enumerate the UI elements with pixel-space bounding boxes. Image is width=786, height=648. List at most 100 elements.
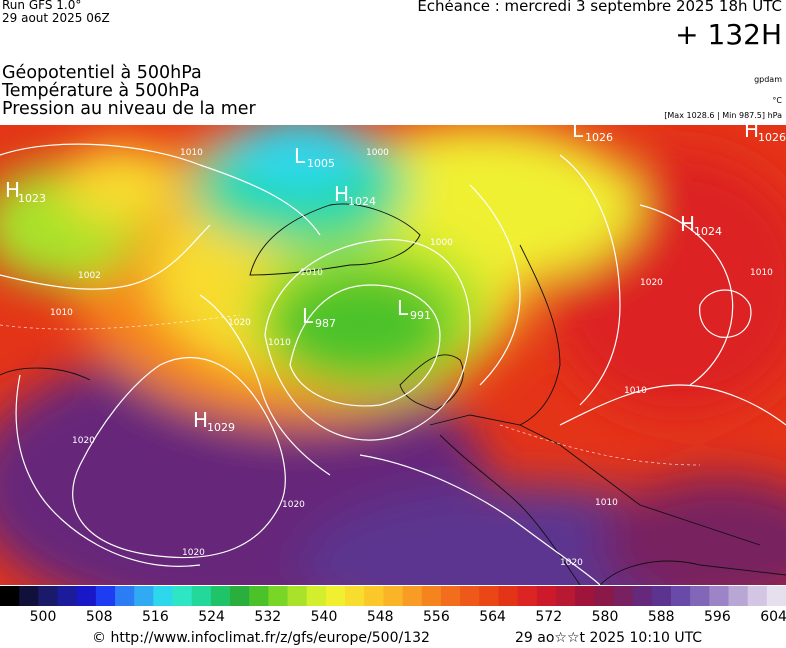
isobar-label: 1010	[50, 308, 73, 318]
isobar-label: 1002	[78, 271, 101, 281]
color-scale-tick-label: 556	[423, 609, 450, 625]
color-swatch	[210, 586, 231, 606]
color-swatch	[421, 586, 442, 606]
color-swatch	[632, 586, 653, 606]
color-swatch	[498, 586, 519, 606]
unit-temperature: °C	[772, 96, 782, 105]
isobar-label: 1020	[228, 318, 251, 328]
color-swatch	[249, 586, 269, 606]
color-swatch	[747, 586, 768, 606]
color-swatch	[95, 586, 116, 606]
color-scale-tick-label: 564	[479, 609, 506, 625]
copyright-footer: © http://www.infoclimat.fr/z/gfs/europe/…	[92, 630, 430, 646]
color-scale-tick-label: 540	[310, 609, 338, 625]
run-date-label: 29 aout 2025 06Z	[2, 11, 110, 25]
color-swatch	[345, 586, 365, 606]
color-swatch	[191, 586, 212, 606]
pressure-center-letter: H	[193, 408, 208, 432]
isobar-label: 1000	[430, 238, 453, 248]
color-swatch	[690, 586, 710, 606]
pressure-center-3: L 1026	[572, 125, 613, 144]
pressure-center-value: 987	[315, 317, 336, 330]
pressure-center-letter: L	[572, 125, 584, 142]
color-swatch	[766, 586, 786, 606]
color-swatch	[38, 586, 59, 606]
isobar-label: 1020	[182, 548, 205, 558]
pressure-center-letter: L	[302, 304, 314, 328]
generation-timestamp: 29 ao☆☆t 2025 10:10 UTC	[515, 630, 703, 646]
color-swatch	[230, 586, 250, 606]
isobar-label: 1020	[282, 500, 305, 510]
isobar-label: 1020	[640, 278, 663, 288]
pressure-center-letter: H	[334, 182, 349, 206]
isobar-label: 1020	[72, 436, 95, 446]
color-scale-tick-label: 580	[591, 609, 619, 625]
color-swatch	[613, 586, 634, 606]
isobar-label: 1010	[180, 148, 203, 158]
pressure-center-value: 1024	[348, 195, 376, 208]
pressure-center-letter: L	[294, 144, 306, 168]
pressure-center-2: H 1024	[334, 182, 376, 208]
color-scale-tick-label: 596	[704, 609, 731, 625]
color-swatch	[670, 586, 691, 606]
color-swatch	[383, 586, 404, 606]
pressure-center-value: 1026	[585, 131, 613, 144]
forecast-valid-time: Echéance : mercredi 3 septembre 2025 18h…	[417, 0, 782, 15]
weather-map: L 1005 H 1024 L 1026 H 1026 H 1023 H 102…	[0, 125, 786, 585]
color-scale-tick-label: 532	[254, 609, 282, 625]
color-swatch	[460, 586, 480, 606]
color-swatch	[287, 586, 308, 606]
pressure-center-7: L 987	[302, 304, 336, 330]
layer-title-temperature: Température à 500hPa	[2, 81, 200, 101]
pressure-center-value: 1024	[694, 225, 722, 238]
color-swatch	[153, 586, 174, 606]
pressure-center-value: 1029	[207, 421, 235, 434]
color-scale-tick-label: 516	[142, 609, 169, 625]
color-swatch	[0, 586, 20, 606]
layer-title-pressure: Pression au niveau de la mer	[2, 99, 256, 119]
color-swatch	[268, 586, 289, 606]
color-swatch	[517, 586, 538, 606]
color-swatch	[536, 586, 557, 606]
pressure-center-value: 991	[410, 309, 431, 322]
isobar-label: 1010	[595, 498, 618, 508]
isobar-label: 1010	[300, 268, 323, 278]
isobar-label: 1010	[268, 338, 291, 348]
pressure-center-9: H 1029	[193, 408, 235, 434]
isobar-label: 1020	[560, 558, 583, 568]
color-swatch	[134, 586, 154, 606]
color-swatch	[325, 586, 346, 606]
unit-geopotential: gpdam	[754, 75, 782, 84]
unit-pressure-range: [Max 1028.6 | Min 987.5] hPa	[664, 111, 782, 120]
color-swatch	[306, 586, 327, 606]
color-swatch	[709, 586, 730, 606]
isobar-label: 1010	[750, 268, 773, 278]
color-swatch	[479, 586, 500, 606]
color-swatch	[19, 586, 39, 606]
color-swatch	[440, 586, 461, 606]
color-scale-tick-label: 572	[535, 609, 563, 625]
color-swatch	[364, 586, 385, 606]
pressure-center-8: L 991	[397, 296, 431, 322]
color-scale-tick-label: 524	[198, 609, 225, 625]
isobar-label: 1010	[624, 386, 647, 396]
color-scale-bar	[0, 586, 786, 606]
color-swatch	[172, 586, 193, 606]
pressure-center-letter: H	[744, 125, 759, 142]
color-swatch	[651, 586, 672, 606]
color-swatch	[594, 586, 615, 606]
layer-title-geopotential: Géopotentiel à 500hPa	[2, 63, 202, 83]
forecast-horizon: + 132H	[675, 18, 782, 51]
color-swatch	[57, 586, 78, 606]
color-scale-tick-label: 588	[647, 609, 675, 625]
pressure-center-4: H 1026	[744, 125, 786, 144]
color-scale-tick-label: 604	[760, 609, 786, 625]
pressure-center-value: 1005	[307, 157, 335, 170]
pressure-center-1: L 1005	[294, 144, 335, 170]
color-swatch	[76, 586, 97, 606]
color-swatch	[555, 586, 576, 606]
pressure-center-letter: H	[680, 212, 695, 236]
pressure-center-value: 1023	[18, 192, 46, 205]
pressure-center-value: 1026	[758, 131, 786, 144]
color-scale-tick-label: 500	[29, 609, 57, 625]
